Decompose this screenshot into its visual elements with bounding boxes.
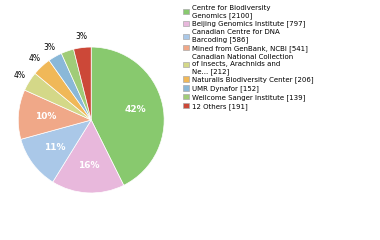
Text: 42%: 42%: [124, 105, 146, 114]
Wedge shape: [91, 47, 164, 185]
Text: 3%: 3%: [44, 43, 55, 52]
Wedge shape: [35, 60, 91, 120]
Wedge shape: [25, 73, 91, 120]
Wedge shape: [62, 49, 91, 120]
Text: 4%: 4%: [28, 54, 40, 63]
Text: 10%: 10%: [35, 112, 57, 121]
Text: 16%: 16%: [78, 161, 100, 170]
Wedge shape: [53, 120, 124, 193]
Wedge shape: [74, 47, 91, 120]
Wedge shape: [49, 54, 91, 120]
Text: 3%: 3%: [75, 32, 87, 41]
Wedge shape: [18, 90, 91, 139]
Text: 4%: 4%: [14, 71, 26, 80]
Wedge shape: [21, 120, 91, 182]
Legend: Centre for Biodiversity
Genomics [2100], Beijing Genomics Institute [797], Canad: Centre for Biodiversity Genomics [2100],…: [182, 3, 315, 111]
Text: 11%: 11%: [44, 143, 66, 152]
